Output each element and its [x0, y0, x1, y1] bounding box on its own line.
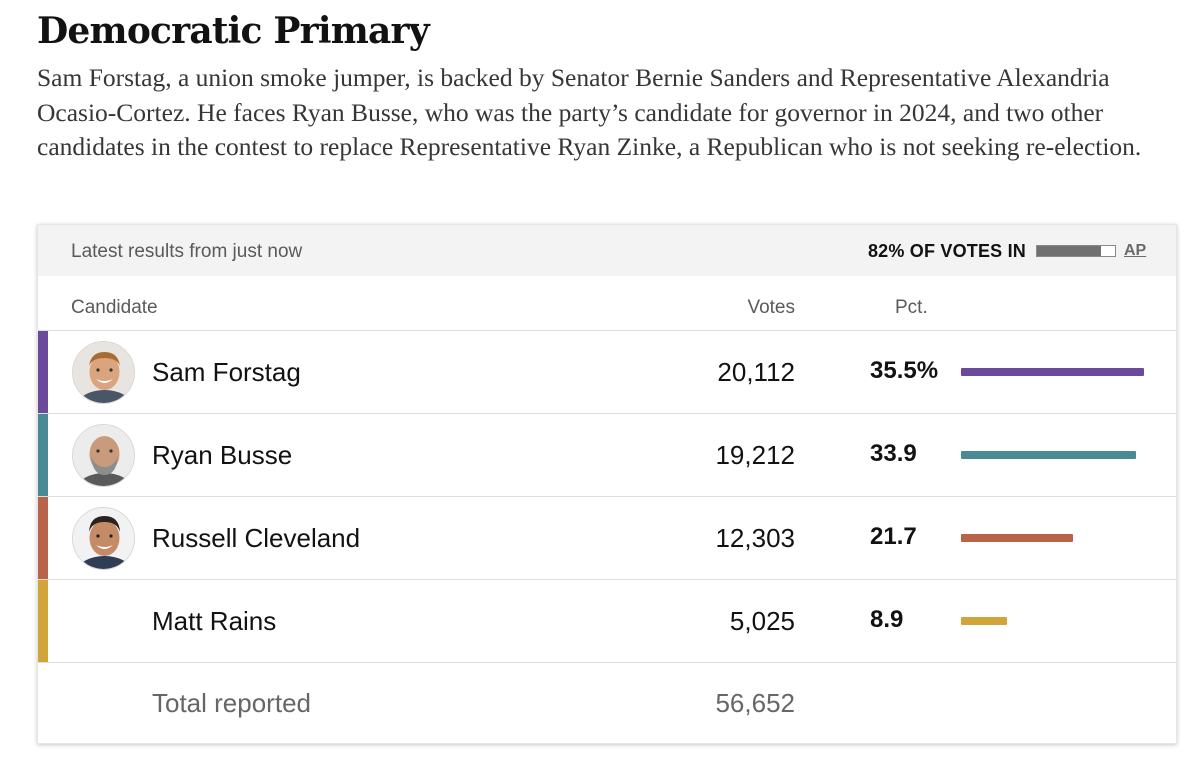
ap-source-link[interactable]: AP	[1124, 242, 1147, 259]
header-divider	[38, 330, 1176, 331]
vote-share-bar	[961, 617, 1007, 625]
total-votes: 56,652	[715, 688, 795, 718]
latest-results-label: Latest results from just now	[71, 241, 303, 262]
avatar	[72, 424, 135, 487]
candidate-name: Russell Cleveland	[152, 523, 361, 553]
avatar	[72, 341, 135, 404]
total-row: Total reported 56,652	[38, 662, 1176, 745]
candidate-row: Sam Forstag 20,112 35.5%	[38, 331, 1176, 414]
candidate-votes: 12,303	[715, 523, 795, 553]
column-header-votes: Votes	[747, 297, 795, 318]
vote-share-bar	[961, 534, 1073, 542]
party-color-stripe	[38, 497, 48, 579]
party-color-stripe	[38, 331, 48, 413]
party-color-stripe	[38, 580, 48, 662]
candidate-name: Ryan Busse	[152, 440, 293, 470]
vote-share-bar	[961, 451, 1136, 459]
candidate-photo-icon	[73, 425, 134, 486]
column-header-pct: Pct.	[895, 297, 928, 318]
candidate-photo-icon	[73, 342, 134, 403]
candidate-votes: 5,025	[729, 606, 795, 636]
candidate-pct: 33.9	[870, 440, 917, 467]
candidate-photo-icon	[73, 508, 134, 569]
candidate-row: Ryan Busse 19,212 33.9	[38, 414, 1176, 497]
results-table: Latest results from just now 82% OF VOTE…	[37, 224, 1177, 744]
avatar	[72, 507, 135, 570]
votes-in-progress-bar	[1036, 245, 1116, 257]
candidate-votes: 19,212	[715, 440, 795, 470]
candidate-name: Matt Rains	[152, 606, 277, 636]
candidate-votes: 20,112	[717, 357, 795, 387]
candidate-pct: 21.7	[870, 523, 917, 550]
party-color-stripe	[38, 414, 48, 496]
page-title: Democratic Primary	[37, 10, 430, 52]
total-label: Total reported	[152, 688, 311, 718]
votes-in-label: 82% OF VOTES IN	[867, 241, 1026, 261]
vote-share-bar	[961, 368, 1144, 376]
candidate-pct: 8.9	[870, 606, 904, 633]
race-description: Sam Forstag, a union smoke jumper, is ba…	[37, 63, 1142, 161]
candidate-row: Matt Rains 5,025 8.9	[38, 580, 1176, 663]
column-header-candidate: Candidate	[71, 297, 158, 318]
results-header-bar: Latest results from just now 82% OF VOTE…	[38, 225, 1176, 276]
candidate-row: Russell Cleveland 12,303 21.7	[38, 497, 1176, 580]
candidate-name: Sam Forstag	[152, 357, 301, 387]
candidate-pct: 35.5%	[870, 357, 939, 384]
votes-in-progress-fill	[1037, 246, 1101, 256]
